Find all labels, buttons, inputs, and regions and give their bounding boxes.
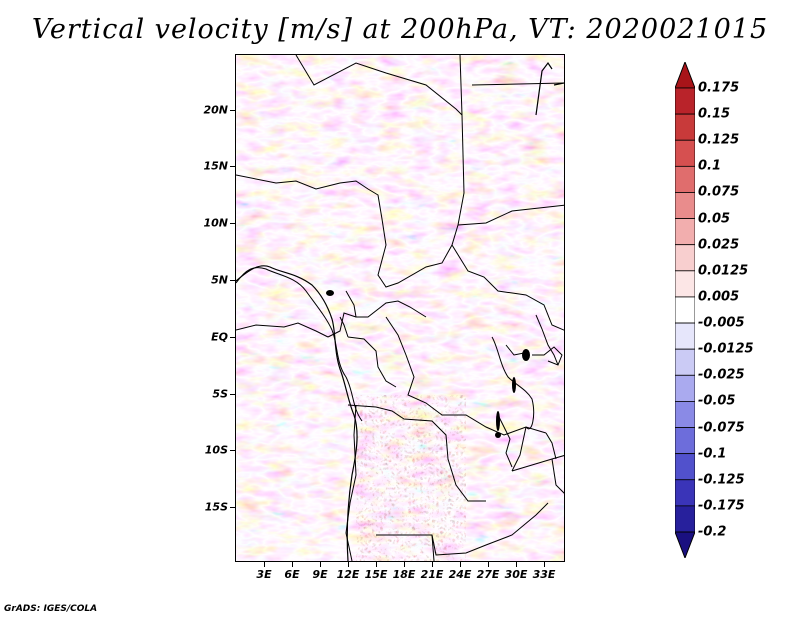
colorbar-label: -0.05 xyxy=(698,393,736,409)
colorbar-bin xyxy=(675,374,695,402)
lon-label-21e: 21E xyxy=(420,568,444,581)
lon-label-15e: 15E xyxy=(364,568,388,581)
colorbar-bin xyxy=(675,87,695,115)
lon-label-3e: 3E xyxy=(256,568,272,581)
colorbar-label: -0.025 xyxy=(698,367,745,383)
lat-label-20n: 20N xyxy=(203,103,228,117)
colorbar-bin xyxy=(675,322,695,350)
colorbar-bin xyxy=(675,505,695,533)
lon-tick xyxy=(264,562,265,567)
colorbar-min-arrow xyxy=(675,531,695,558)
colorbar-label: 0.125 xyxy=(698,132,740,148)
colorbar xyxy=(675,62,695,558)
colorbar-label: -0.175 xyxy=(698,498,745,514)
lon-tick xyxy=(432,562,433,567)
lon-label-24e: 24E xyxy=(448,568,472,581)
lat-tick xyxy=(230,223,235,224)
lon-tick xyxy=(292,562,293,567)
lat-label-10s: 10S xyxy=(204,443,228,457)
lon-tick xyxy=(488,562,489,567)
lon-tick xyxy=(320,562,321,567)
lat-label-15n: 15N xyxy=(203,159,228,173)
lat-tick xyxy=(230,394,235,395)
velocity-field-map xyxy=(236,55,564,561)
lat-label-10n: 10N xyxy=(203,216,228,230)
lat-tick xyxy=(230,337,235,338)
colorbar-label: 0.025 xyxy=(698,237,740,253)
lon-tick xyxy=(348,562,349,567)
colorbar-label: -0.1 xyxy=(698,446,727,462)
colorbar-label: 0.1 xyxy=(698,158,722,174)
lon-label-27e: 27E xyxy=(476,568,500,581)
lakes xyxy=(326,290,530,438)
colorbar-bin xyxy=(675,165,695,193)
coastline xyxy=(236,61,564,561)
grads-credit: GrADS: IGES/COLA xyxy=(4,604,98,614)
colorbar-label: 0.005 xyxy=(698,289,740,305)
lon-label-18e: 18E xyxy=(392,568,416,581)
lat-tick xyxy=(230,110,235,111)
colorbar-label: 0.175 xyxy=(698,80,740,96)
lat-label-5n: 5N xyxy=(211,273,228,287)
colorbar-bin xyxy=(675,192,695,219)
colorbar-label: -0.075 xyxy=(698,420,745,436)
colorbar-max-arrow xyxy=(675,62,695,89)
lon-tick xyxy=(376,562,377,567)
colorbar-bin xyxy=(675,348,695,376)
convective-speckle-region xyxy=(356,395,466,561)
lon-tick xyxy=(460,562,461,567)
colorbar-bin xyxy=(675,479,695,507)
lon-tick xyxy=(404,562,405,567)
colorbar-bin xyxy=(675,139,695,167)
lat-label-5s: 5S xyxy=(212,387,228,401)
colorbar-bin xyxy=(675,296,695,324)
lat-tick xyxy=(230,450,235,451)
colorbar-label: 0.15 xyxy=(698,106,731,122)
lat-tick xyxy=(230,166,235,167)
colorbar-bin xyxy=(675,401,695,428)
lon-label-9e: 9E xyxy=(312,568,328,581)
colorbar-bin xyxy=(675,113,695,141)
lon-tick xyxy=(516,562,517,567)
lon-tick xyxy=(544,562,545,567)
lon-label-12e: 12E xyxy=(336,568,360,581)
colorbar-label: 0.075 xyxy=(698,184,740,200)
lon-label-33e: 33E xyxy=(532,568,556,581)
lat-tick xyxy=(230,507,235,508)
colorbar-bin xyxy=(675,218,695,246)
colorbar-bin xyxy=(675,270,695,298)
colorbar-label: 0.05 xyxy=(698,211,731,227)
colorbar-bin xyxy=(675,244,695,272)
lat-tick xyxy=(230,280,235,281)
lat-label-15s: 15S xyxy=(204,500,228,514)
colorbar-label: -0.2 xyxy=(698,524,727,540)
plot-title: Vertical velocity [m/s] at 200hPa, VT: 2… xyxy=(31,14,769,45)
colorbar-label: -0.125 xyxy=(698,472,745,488)
map-panel xyxy=(235,54,565,562)
lon-label-6e: 6E xyxy=(284,568,300,581)
lat-label-eq: EQ xyxy=(211,330,228,344)
lon-label-30e: 30E xyxy=(504,568,528,581)
colorbar-bin xyxy=(675,427,695,455)
colorbar-label: -0.0125 xyxy=(698,341,754,357)
colorbar-label: -0.005 xyxy=(698,315,745,331)
colorbar-bin xyxy=(675,453,695,481)
colorbar-label: 0.0125 xyxy=(698,263,749,279)
